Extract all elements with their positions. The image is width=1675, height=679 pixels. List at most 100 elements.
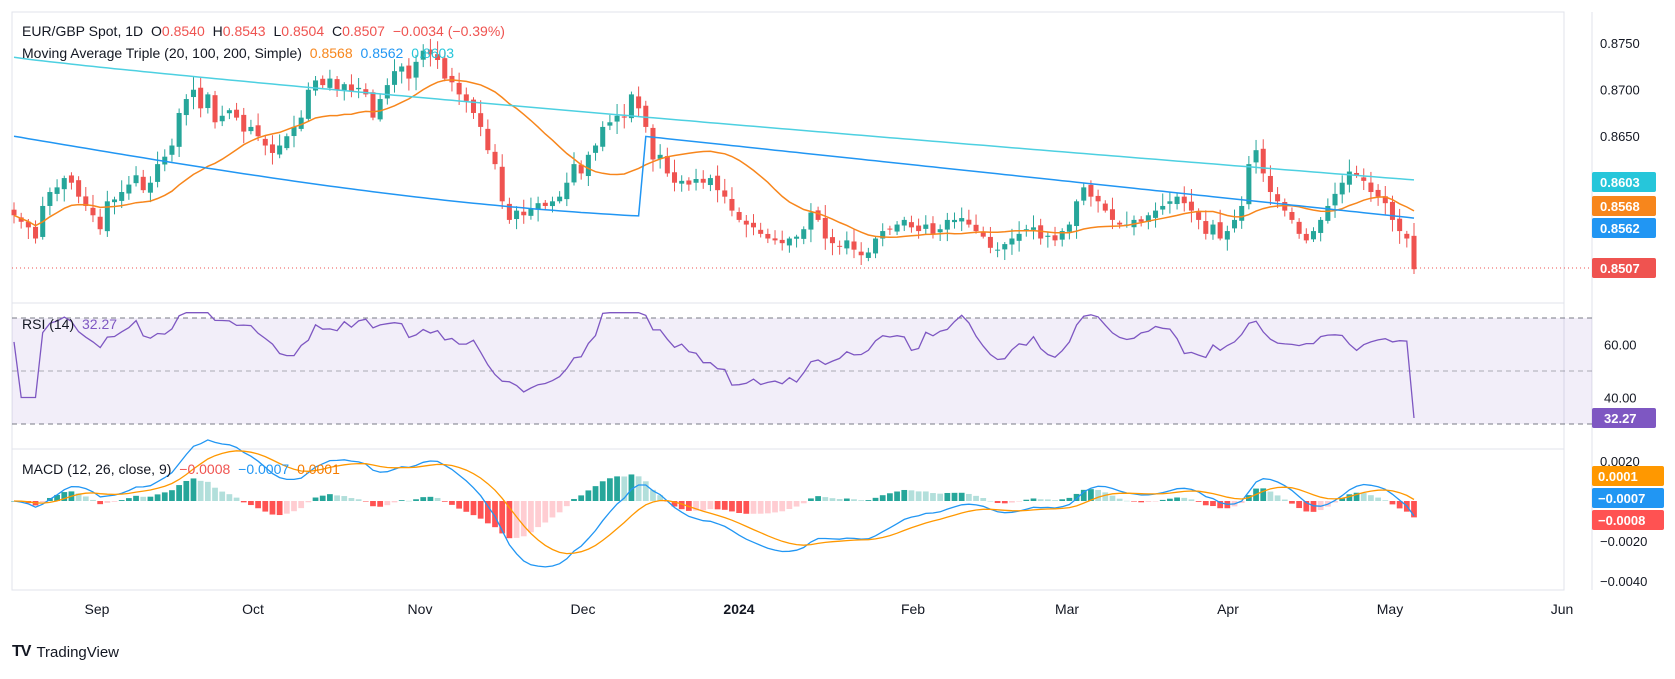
candle-body <box>1375 189 1381 197</box>
ma100-line <box>13 135 1415 219</box>
macd-hist-bar <box>1188 499 1195 501</box>
candle-body <box>11 209 17 216</box>
ma-legend: Moving Average Triple (20, 100, 200, Sim… <box>22 45 458 61</box>
macd-hist-bar <box>1238 501 1245 504</box>
price-tick-label: 0.8650 <box>1600 129 1640 144</box>
candle-body <box>1117 222 1123 225</box>
tradingview-logo-icon: TV <box>12 643 31 660</box>
low-value: 0.8504 <box>281 23 325 39</box>
candle-body <box>1318 219 1324 233</box>
candle-body <box>514 210 520 220</box>
macd-hist-bar <box>563 501 570 507</box>
candle-body <box>1232 219 1238 229</box>
macd-hist-bar <box>958 492 965 501</box>
candle-body <box>341 84 347 91</box>
candle-body <box>1382 196 1388 204</box>
macd-hist-bar <box>118 500 125 501</box>
x-tick-label: Sep <box>85 601 110 617</box>
macd-line-badge-bg <box>1592 488 1664 508</box>
macd-hist-bar <box>1159 499 1166 501</box>
macd-hist-bar <box>362 501 369 502</box>
rsi-tick-label: 60.00 <box>1604 338 1637 353</box>
candle-body <box>1346 171 1352 185</box>
macd-hist-bar <box>384 501 391 506</box>
macd-hist-bar <box>599 481 606 501</box>
brand[interactable]: TV TradingView <box>12 643 119 661</box>
candle-body <box>212 95 218 123</box>
macd-hist-bar <box>126 498 132 501</box>
candle-body <box>657 154 663 159</box>
macd-hist-bar <box>147 496 154 501</box>
macd-hist-bar <box>535 501 541 528</box>
candle-body <box>829 237 835 244</box>
candle-body <box>478 113 484 127</box>
macd-hist-bar <box>1023 499 1030 501</box>
candle-body <box>794 236 800 239</box>
candle-body <box>442 58 448 79</box>
candle-body <box>470 99 476 113</box>
macd-hist-bar <box>764 501 771 514</box>
macd-hist-bar <box>161 492 168 501</box>
candle-body <box>140 176 146 191</box>
macd-hist-bar <box>90 499 96 501</box>
candle-body <box>47 192 53 206</box>
macd-hist-bar <box>930 493 936 501</box>
candle-body <box>679 180 685 184</box>
macd-hist-bar <box>1382 500 1389 501</box>
candle-body <box>1002 244 1008 250</box>
macd-hist-bar <box>240 501 247 503</box>
low-label: L <box>273 23 282 39</box>
macd-hist-bar <box>283 501 290 514</box>
macd-hist-bar <box>348 498 355 501</box>
candle-body <box>715 175 721 191</box>
macd-hist-bar <box>901 489 908 501</box>
candle-body <box>557 196 563 202</box>
macd-hist-bar <box>477 501 484 519</box>
rsi-legend: RSI (14) 32.27 <box>22 316 121 332</box>
candle-body <box>837 245 843 247</box>
macd-hist-bar <box>693 501 699 511</box>
macd-hist-bar <box>750 501 757 514</box>
macd-hist-bar <box>915 491 922 501</box>
macd-legend-hist: 0.0001 <box>297 461 340 477</box>
macd-line <box>13 439 1415 568</box>
candle-body <box>198 87 204 109</box>
candle-body <box>786 238 792 246</box>
candle-body <box>1303 233 1309 241</box>
candle-body <box>1253 150 1259 163</box>
candle-body <box>1052 235 1058 241</box>
macd-hist-bar <box>104 501 111 503</box>
candle-body <box>815 210 821 220</box>
candle-body <box>973 224 979 232</box>
candle-body <box>750 222 756 228</box>
macd-hist-bar <box>1066 497 1073 501</box>
price-tick-label: 0.8700 <box>1600 83 1640 98</box>
macd-hist-bar <box>1389 501 1396 505</box>
candle-body <box>291 126 297 137</box>
candle-body <box>729 198 735 211</box>
candle-body <box>578 164 584 174</box>
macd-hist-bar <box>1037 499 1044 501</box>
macd-hist-bar <box>1202 501 1209 506</box>
macd-hist-bar <box>1353 492 1360 501</box>
candle-body <box>1210 224 1216 235</box>
macd-hist-bar <box>772 501 778 513</box>
macd-hist-bar <box>513 501 520 538</box>
macd-hist-bar <box>829 498 836 501</box>
candle-body <box>650 127 656 160</box>
macd-hist-bar <box>355 499 362 501</box>
macd-hist-bar <box>987 500 994 502</box>
x-tick-label: Mar <box>1055 601 1079 617</box>
macd-hist-bar <box>1152 501 1159 502</box>
macd-hist-bar <box>398 500 405 501</box>
candle-body <box>1074 201 1080 227</box>
candle-body <box>528 208 534 216</box>
candle-body <box>241 114 247 132</box>
x-tick-label: Oct <box>242 601 264 617</box>
candle-body <box>779 239 785 244</box>
candle-body <box>384 85 390 99</box>
macd-hist-bar <box>671 501 678 507</box>
open-value: 0.8540 <box>161 23 205 39</box>
symbol-label: EUR/GBP Spot, 1D <box>22 23 144 39</box>
